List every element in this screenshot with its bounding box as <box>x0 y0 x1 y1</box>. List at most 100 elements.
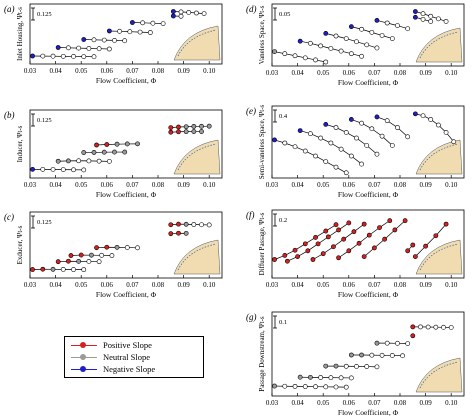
x-tick-label: 0.06 <box>343 281 356 289</box>
data-point <box>292 144 298 150</box>
data-point <box>333 222 339 228</box>
data-point <box>66 258 71 264</box>
data-point <box>348 352 354 358</box>
legend-item-neutral: Neutral Slope <box>65 351 203 363</box>
data-point <box>377 225 382 230</box>
data-point <box>379 133 385 139</box>
data-point <box>389 353 395 358</box>
data-point <box>96 46 102 52</box>
data-point <box>320 251 326 257</box>
data-point <box>176 230 181 236</box>
x-axis-title: Flow Coefficient, Φ <box>96 190 157 199</box>
data-point <box>104 142 110 147</box>
geometry-inset-icon <box>173 239 221 275</box>
data-point <box>176 124 181 130</box>
data-point <box>186 9 192 15</box>
data-point <box>443 19 449 24</box>
series-line <box>58 47 110 50</box>
panel-letter: (f) <box>246 210 255 220</box>
legend-item-positive: Positive Slope <box>65 339 203 351</box>
data-point <box>441 324 446 330</box>
data-point <box>323 384 329 390</box>
data-point <box>359 161 364 167</box>
data-point <box>178 13 184 19</box>
data-point <box>284 258 290 264</box>
x-tick-label: 0.08 <box>394 181 407 189</box>
scale-label: 0.125 <box>37 117 52 124</box>
data-point <box>343 130 349 135</box>
data-point <box>371 245 377 251</box>
data-point <box>89 252 94 258</box>
data-point <box>313 153 318 159</box>
data-point <box>81 167 87 173</box>
data-point <box>60 267 66 272</box>
data-point <box>68 253 74 258</box>
data-point <box>412 254 418 259</box>
x-tick-label: 0.05 <box>317 399 330 407</box>
data-point <box>392 227 398 233</box>
data-point <box>338 48 344 54</box>
data-point <box>369 29 375 35</box>
data-point <box>292 247 298 253</box>
data-point <box>448 325 454 330</box>
data-point <box>160 21 166 26</box>
data-point <box>402 218 408 224</box>
data-point <box>122 149 128 155</box>
data-point <box>351 229 357 235</box>
x-tick-label: 0.05 <box>75 67 88 75</box>
data-point <box>66 158 71 164</box>
data-point <box>333 384 339 390</box>
data-point <box>412 14 418 20</box>
data-point <box>374 114 380 120</box>
data-point <box>364 143 370 148</box>
data-point <box>336 227 341 233</box>
x-tick-label: 0.03 <box>266 281 279 289</box>
data-point <box>323 59 329 65</box>
data-point <box>354 39 359 45</box>
data-point <box>127 29 133 35</box>
data-point <box>305 248 311 254</box>
data-point <box>170 9 176 14</box>
data-point <box>405 248 411 254</box>
data-point <box>435 16 441 22</box>
panel-frame <box>271 3 465 67</box>
geometry-inset-icon <box>415 139 463 175</box>
data-point <box>361 254 367 259</box>
data-point <box>30 53 35 59</box>
x-tick-label: 0.03 <box>266 399 279 407</box>
x-tick-label: 0.05 <box>317 281 330 289</box>
data-point <box>443 130 449 135</box>
data-point <box>328 375 334 381</box>
x-tick-label: 0.05 <box>317 181 330 189</box>
x-tick-label: 0.06 <box>101 281 114 289</box>
x-tick-label: 0.03 <box>266 181 279 189</box>
data-point <box>147 30 153 35</box>
plot-area <box>272 9 463 65</box>
data-point <box>292 53 298 59</box>
data-point <box>292 383 298 389</box>
data-point <box>359 26 364 32</box>
x-tick-label: 0.03 <box>266 69 279 77</box>
data-point <box>307 40 313 46</box>
data-point <box>135 245 140 251</box>
data-point <box>183 221 189 227</box>
data-point <box>364 42 370 48</box>
data-point <box>124 245 130 250</box>
data-point <box>96 259 102 265</box>
data-point <box>323 363 329 369</box>
data-point <box>272 49 277 54</box>
data-point <box>348 51 354 57</box>
data-point <box>168 231 174 237</box>
x-tick-label: 0.08 <box>394 69 407 77</box>
data-point <box>395 23 400 28</box>
x-tick-label: 0.08 <box>152 281 165 289</box>
plot-area <box>272 111 463 176</box>
data-point <box>354 135 359 141</box>
y-axis-title: Inducer, Ψt-s <box>16 125 24 162</box>
data-point <box>323 31 329 36</box>
data-point <box>412 111 418 117</box>
data-point <box>313 235 318 240</box>
data-point <box>282 140 288 146</box>
geometry-inset-icon <box>173 139 221 175</box>
scale-label: 0.1 <box>279 319 287 326</box>
